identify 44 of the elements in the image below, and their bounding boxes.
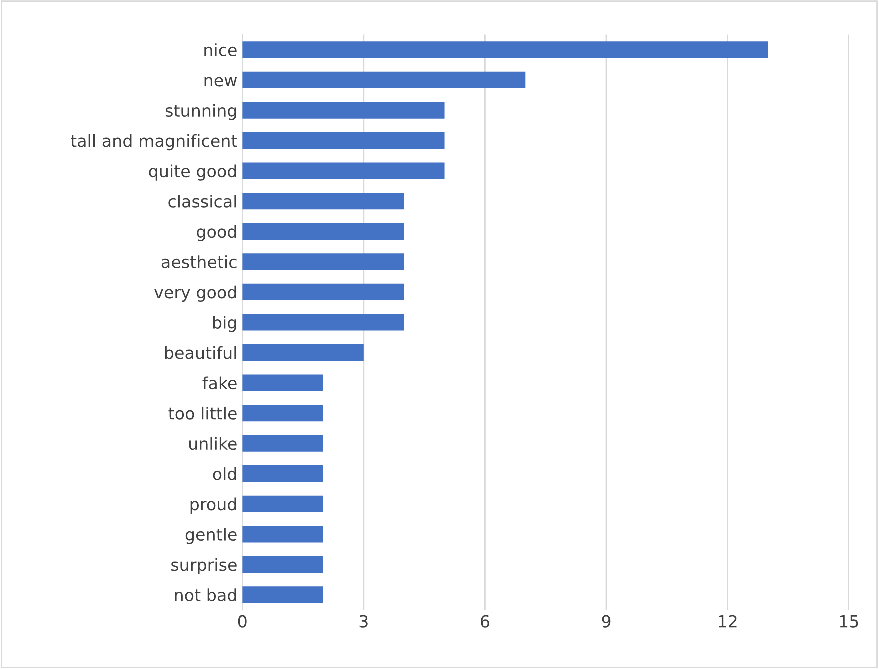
y-tick-label: proud: [190, 498, 236, 514]
bar: [242, 223, 404, 240]
bar: [242, 162, 445, 180]
bar: [242, 102, 445, 119]
y-tick-label: unlike: [189, 437, 237, 450]
y-tick-label: stunning: [166, 104, 236, 120]
x-tick-label: 6: [481, 615, 490, 628]
bar: [242, 466, 324, 482]
y-tick-label: gentle: [186, 528, 237, 544]
bar: [242, 42, 768, 58]
bar: [242, 314, 404, 331]
y-tick-label: very good: [154, 286, 236, 302]
y-tick-label: tall and magnificent: [71, 134, 238, 151]
bar: [242, 404, 324, 422]
bar: [242, 284, 404, 301]
y-tick-label: beautiful: [165, 346, 236, 360]
y-tick-label: good: [197, 225, 236, 242]
y-tick-label: surprise: [172, 558, 237, 575]
y-tick-label: old: [213, 468, 236, 480]
x-tick-label: 3: [360, 615, 368, 628]
x-tick-label: 12: [719, 615, 737, 628]
y-tick-label: quite good: [149, 164, 236, 181]
bar: [242, 72, 526, 89]
bar: [242, 193, 404, 210]
y-tick-label: not bad: [175, 588, 236, 602]
y-tick-label: classical: [168, 195, 236, 208]
bar: [242, 556, 324, 574]
x-tick-label: 15: [840, 616, 858, 628]
bar: [242, 496, 324, 512]
y-tick-label: new: [204, 77, 238, 87]
bar: [242, 435, 324, 452]
bar: [242, 374, 324, 392]
x-tick-label: 9: [602, 615, 611, 628]
x-tick-label: 0: [238, 615, 247, 628]
bar: [242, 344, 364, 362]
y-tick-label: too little: [168, 406, 237, 420]
y-tick-label: aesthetic: [162, 256, 237, 268]
y-tick-label: big: [213, 316, 236, 332]
bar: [242, 526, 324, 543]
bar: [242, 132, 445, 150]
bar: [242, 586, 324, 604]
bar: [242, 254, 404, 270]
y-tick-label: fake: [202, 376, 237, 390]
y-tick-label: nice: [204, 44, 237, 56]
